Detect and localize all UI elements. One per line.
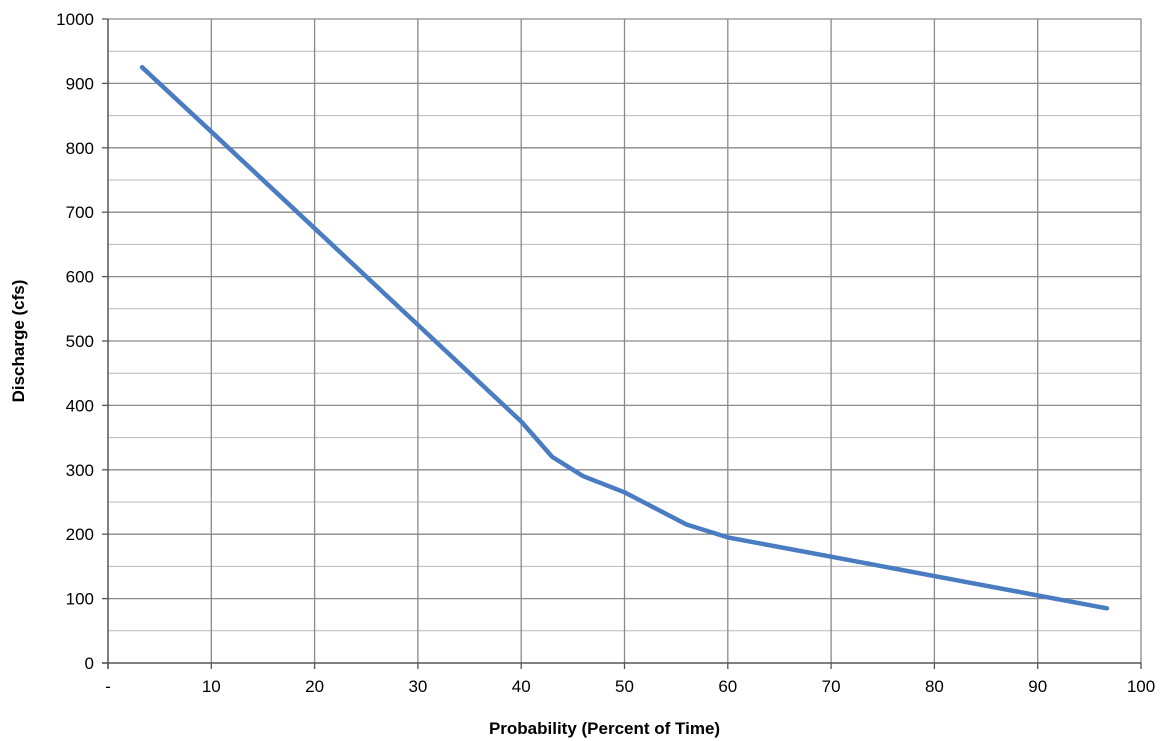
x-tick-label: 30 bbox=[408, 677, 427, 696]
x-tick-label: 100 bbox=[1127, 677, 1155, 696]
y-tick-label: 900 bbox=[66, 74, 94, 93]
x-tick-labels: - 10 20 30 40 50 60 70 80 90 100 bbox=[105, 677, 1155, 696]
axes bbox=[102, 18, 1142, 669]
y-tick-label: 200 bbox=[66, 525, 94, 544]
y-tick-label: 0 bbox=[85, 654, 94, 673]
x-tick-label: 40 bbox=[512, 677, 531, 696]
y-tick-label: 600 bbox=[66, 268, 94, 287]
y-tick-labels: 0 100 200 300 400 500 600 700 800 900 1000 bbox=[56, 10, 94, 673]
y-tick-label: 300 bbox=[66, 461, 94, 480]
grid-lines bbox=[108, 18, 1142, 663]
x-tick-label: 80 bbox=[925, 677, 944, 696]
series-layer bbox=[139, 65, 1110, 611]
y-tick-label: 700 bbox=[66, 203, 94, 222]
series-line bbox=[139, 65, 1110, 611]
x-tick-label: 70 bbox=[822, 677, 841, 696]
y-axis-title: Discharge (cfs) bbox=[9, 280, 28, 403]
y-tick-label: 100 bbox=[66, 590, 94, 609]
x-tick-label: 60 bbox=[718, 677, 737, 696]
y-tick-label: 800 bbox=[66, 139, 94, 158]
y-tick-label: 400 bbox=[66, 396, 94, 415]
x-tick-label: 20 bbox=[305, 677, 324, 696]
x-tick-label: - bbox=[105, 677, 111, 696]
x-tick-label: 10 bbox=[202, 677, 221, 696]
y-tick-label: 1000 bbox=[56, 10, 94, 29]
x-tick-label: 90 bbox=[1028, 677, 1047, 696]
x-axis-title: Probability (Percent of Time) bbox=[489, 719, 720, 738]
x-tick-label: 50 bbox=[615, 677, 634, 696]
y-tick-label: 500 bbox=[66, 332, 94, 351]
